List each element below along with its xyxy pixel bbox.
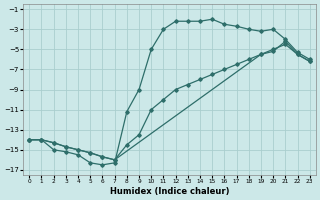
X-axis label: Humidex (Indice chaleur): Humidex (Indice chaleur) <box>110 187 229 196</box>
